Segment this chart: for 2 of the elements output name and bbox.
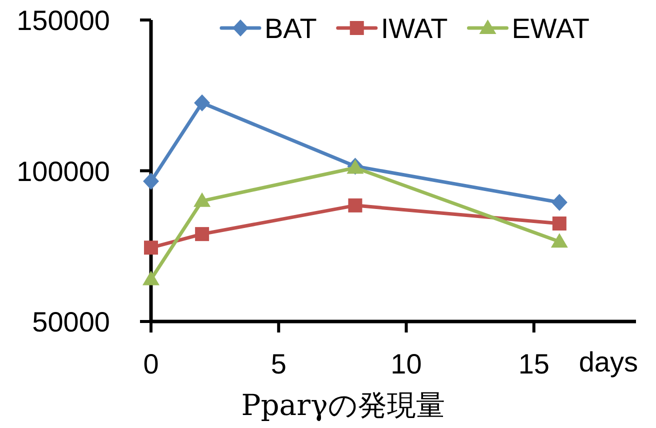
annotation: Pparγの発現量 [241,388,445,422]
xlabel: days [578,346,638,378]
